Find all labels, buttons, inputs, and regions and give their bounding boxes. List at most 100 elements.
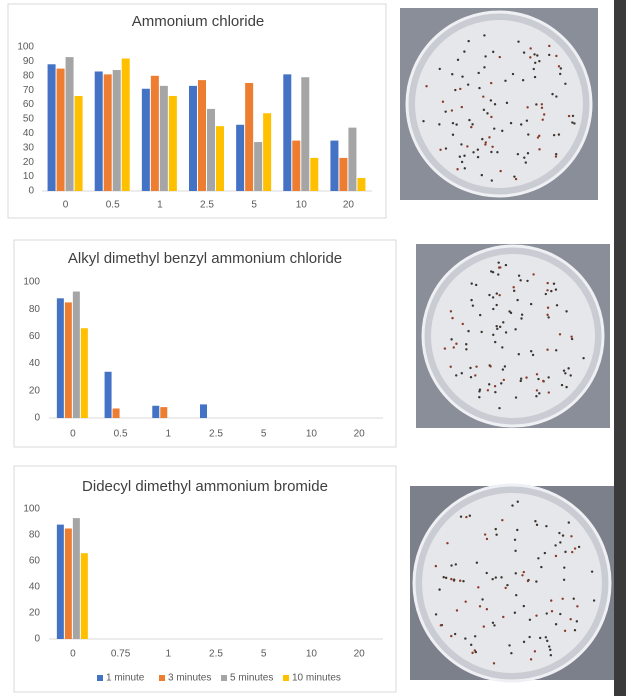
seed [514, 612, 516, 614]
seed [568, 521, 570, 523]
seed [535, 614, 537, 616]
legend-swatch [159, 675, 165, 681]
seed [545, 293, 547, 295]
seed [564, 372, 566, 374]
seed [548, 45, 550, 47]
seed [527, 580, 529, 582]
seed [569, 374, 571, 376]
seed [456, 609, 458, 611]
x-tick-label: 0 [63, 200, 69, 211]
seed [470, 376, 472, 378]
seed [506, 102, 508, 104]
page: {"chart_data": [ {"type": "bar", "title"… [0, 0, 626, 696]
seed [548, 645, 550, 647]
seed [461, 75, 463, 77]
seed [560, 67, 562, 69]
seed [523, 605, 525, 607]
seed [550, 290, 552, 292]
seed [520, 317, 522, 319]
seed [573, 597, 575, 599]
seed [576, 620, 578, 622]
seed [464, 600, 466, 602]
seed [526, 106, 528, 108]
dish-agar [422, 493, 602, 673]
bar [207, 109, 215, 191]
seed [475, 651, 477, 653]
bar [57, 298, 64, 418]
y-tick-label: 100 [23, 277, 40, 288]
seed [425, 85, 427, 87]
x-tick-label: 5 [261, 649, 267, 660]
seed [529, 47, 531, 49]
seed [529, 619, 531, 621]
seed [445, 577, 447, 579]
legend-label: 1 minute [106, 673, 145, 684]
seed [497, 261, 499, 263]
seed [511, 504, 513, 506]
seed [479, 314, 481, 316]
seed [494, 385, 496, 387]
x-tick-label: 1 [166, 429, 172, 440]
y-tick-label: 80 [29, 304, 41, 315]
seed [551, 610, 553, 612]
seed [517, 501, 519, 503]
seed [460, 516, 462, 518]
seed [565, 310, 567, 312]
seed [522, 79, 524, 81]
seed [530, 350, 532, 352]
legend-swatch [97, 675, 103, 681]
seed [477, 149, 479, 151]
seed [501, 346, 503, 348]
bar [236, 125, 244, 191]
seed [477, 156, 479, 158]
seed [476, 562, 478, 564]
y-tick-label: 100 [17, 42, 34, 53]
seed [571, 121, 573, 123]
seed [536, 54, 538, 56]
seed [485, 141, 487, 143]
seed [483, 34, 485, 36]
seed [450, 578, 452, 580]
y-tick-label: 0 [28, 186, 34, 197]
seed [495, 325, 497, 327]
seed [520, 380, 522, 382]
seed [442, 101, 444, 103]
seed [470, 126, 472, 128]
seed [445, 147, 447, 149]
seed [534, 76, 536, 78]
x-tick-label: 20 [343, 200, 355, 211]
seed [483, 109, 485, 111]
seed [502, 616, 504, 618]
seed [471, 652, 473, 654]
seed [550, 599, 552, 601]
bar [66, 57, 74, 191]
seed [519, 279, 521, 281]
seed [591, 570, 593, 572]
y-tick-label: 10 [23, 171, 35, 182]
x-tick-label: 20 [354, 429, 366, 440]
chart-title: Alkyl dimethyl benzyl ammonium chloride [68, 250, 342, 267]
seed [438, 123, 440, 125]
seed [478, 396, 480, 398]
seed [559, 73, 561, 75]
x-tick-label: 5 [261, 429, 267, 440]
seed [540, 566, 542, 568]
bar [75, 96, 83, 191]
x-tick-label: 0 [70, 429, 76, 440]
y-tick-label: 60 [29, 331, 41, 342]
seed [502, 368, 504, 370]
seed [488, 294, 490, 296]
y-tick-label: 70 [23, 85, 35, 96]
bar [160, 407, 167, 418]
x-tick-label: 5 [251, 200, 257, 211]
seed [487, 389, 489, 391]
seed [570, 335, 572, 337]
seed [555, 349, 557, 351]
seed [555, 153, 557, 155]
seed [492, 334, 494, 336]
seed [502, 321, 504, 323]
seed [490, 99, 492, 101]
seed [563, 566, 565, 568]
side-strip [614, 0, 626, 696]
seed [535, 103, 537, 105]
